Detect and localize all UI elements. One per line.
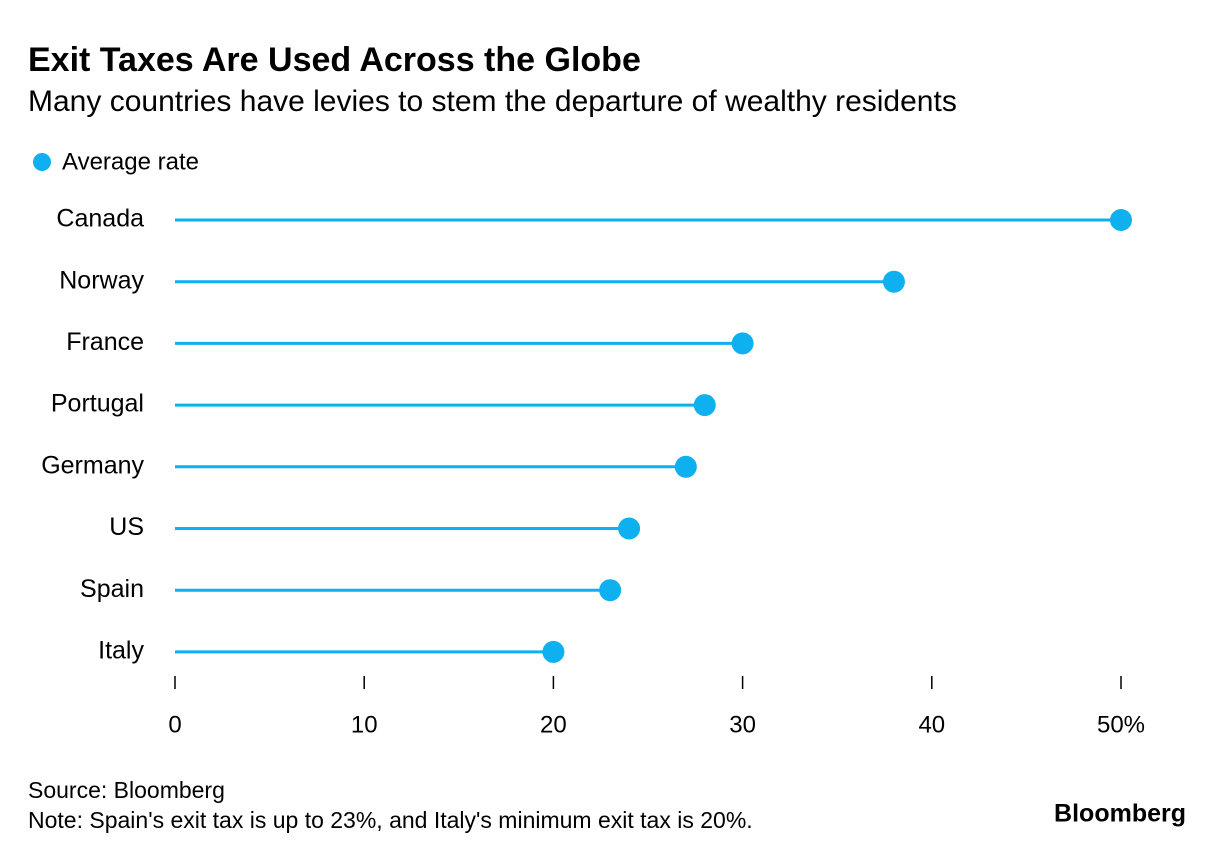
note: Note: Spain's exit tax is up to 23%, and… — [28, 807, 753, 833]
logo: Bloomberg — [1054, 800, 1186, 828]
dot — [599, 579, 622, 602]
x-tick-label: 20 — [540, 711, 567, 738]
y-tick-label: Canada — [56, 205, 144, 233]
dot — [618, 517, 641, 540]
x-tick-label: 30 — [729, 711, 756, 738]
y-tick-label: US — [109, 513, 144, 541]
x-tick-label: 10 — [351, 711, 378, 738]
dot — [731, 332, 754, 355]
x-tick-label: 50% — [1097, 711, 1145, 738]
y-tick-label: Norway — [59, 266, 144, 294]
chart-subtitle: Many countries have levies to stem the d… — [28, 85, 957, 118]
x-tick-label: 40 — [918, 711, 945, 738]
y-tick-label: France — [66, 328, 144, 356]
dot — [674, 455, 697, 478]
legend-label: Average rate — [62, 148, 199, 175]
y-tick-label: Spain — [80, 575, 144, 603]
dot — [1110, 209, 1132, 231]
dot — [542, 640, 565, 663]
chart-title: Exit Taxes Are Used Across the Globe — [28, 41, 641, 79]
source: Source: Bloomberg — [28, 777, 225, 803]
y-tick-label: Germany — [41, 451, 144, 479]
dot — [882, 270, 905, 293]
dot — [693, 394, 716, 417]
legend-marker — [33, 153, 51, 171]
y-tick-label: Italy — [98, 637, 144, 665]
x-tick-label: 0 — [168, 711, 181, 738]
y-tick-label: Portugal — [51, 390, 144, 418]
